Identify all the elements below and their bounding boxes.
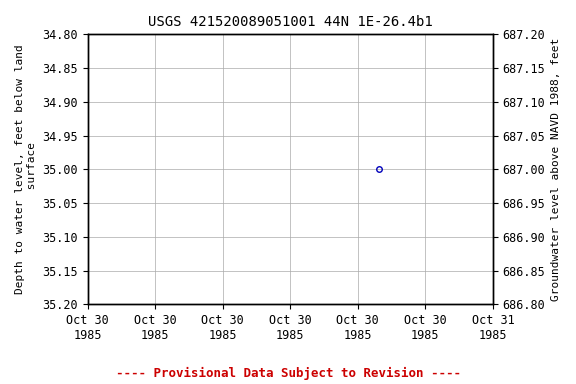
Y-axis label: Depth to water level, feet below land
 surface: Depth to water level, feet below land su… [15, 45, 37, 294]
Title: USGS 421520089051001 44N 1E-26.4b1: USGS 421520089051001 44N 1E-26.4b1 [148, 15, 433, 29]
Y-axis label: Groundwater level above NAVD 1988, feet: Groundwater level above NAVD 1988, feet [551, 38, 561, 301]
Text: ---- Provisional Data Subject to Revision ----: ---- Provisional Data Subject to Revisio… [116, 367, 460, 380]
